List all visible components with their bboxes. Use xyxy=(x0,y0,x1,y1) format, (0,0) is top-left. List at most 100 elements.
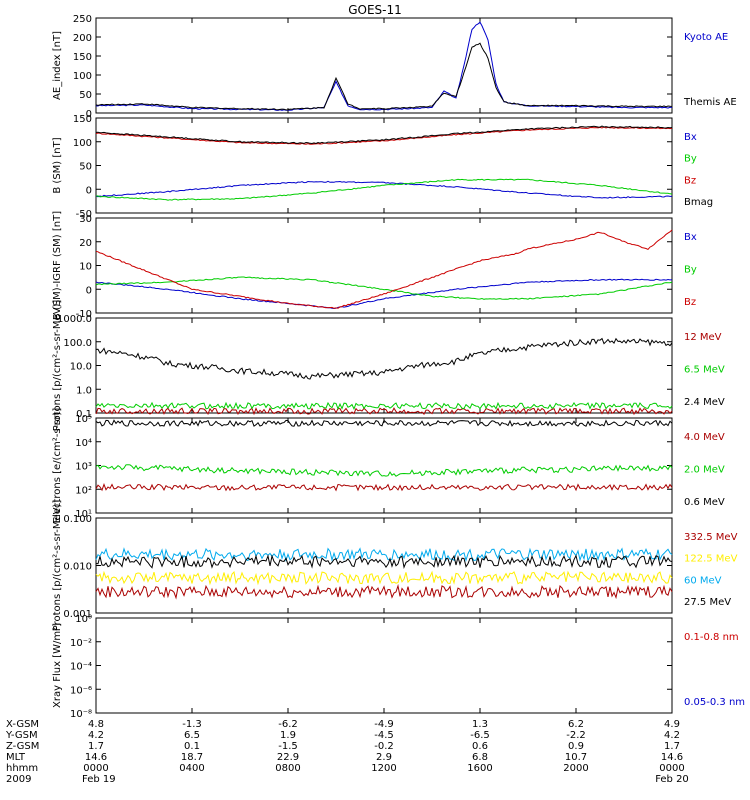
series-line-themis-ae xyxy=(95,42,673,111)
series-line-2-4-mev xyxy=(95,337,673,380)
orbit-value: Feb 20 xyxy=(655,774,689,785)
y-tick-label: 10⁵ xyxy=(75,414,92,425)
orbit-value: Feb 19 xyxy=(82,774,116,785)
orbit-value: 1.7 xyxy=(88,741,104,752)
panel-2-frame xyxy=(95,117,673,214)
orbit-value: -6.2 xyxy=(278,719,298,730)
orbit-value: 1.7 xyxy=(664,741,680,752)
orbit-row-label: Z-GSM xyxy=(6,741,39,752)
panel-1: AE_index [nT] xyxy=(52,17,673,114)
y-tick-label: 0.1 xyxy=(76,409,92,420)
y-axis-label: Protons [p/(cm²-s-sr-MeV)] xyxy=(52,500,63,632)
y-tick-label: 0.100 xyxy=(63,514,92,525)
y-tick-label: 0.010 xyxy=(63,562,92,573)
panel-5: Electrons [e/(cm²-s-sr)] xyxy=(52,408,673,524)
y-tick-label: 10 xyxy=(79,262,92,273)
panel-3: B (SM)-IGRF (SM) [nT] xyxy=(52,211,673,320)
series-line-12-mev xyxy=(95,407,673,416)
y-tick-label: 10⁻² xyxy=(70,638,92,649)
series-line-332-5-mev xyxy=(95,583,673,600)
orbit-value: 1600 xyxy=(467,763,492,774)
orbit-value: -1.5 xyxy=(278,741,298,752)
orbit-value: 18.7 xyxy=(181,752,203,763)
series-line-0-6-mev xyxy=(95,419,673,427)
series-line-27-5-mev xyxy=(95,554,673,569)
panel-2: B (SM) [nT] xyxy=(52,117,673,214)
orbit-row-label: X-GSM xyxy=(6,719,39,730)
series-line-4-0-mev xyxy=(95,482,673,492)
legend-label: 2.4 MeV xyxy=(684,397,725,408)
legend-label: 27.5 MeV xyxy=(684,597,731,608)
legend-label: 60 MeV xyxy=(684,575,722,586)
series-line-6-5-mev xyxy=(95,401,673,411)
panel-4-frame xyxy=(95,317,673,414)
y-tick-label: 10⁰ xyxy=(75,614,92,625)
panel-4: Protons [p/(cm²-s-sr-MeV)] xyxy=(52,300,673,432)
y-tick-label: 20 xyxy=(79,238,92,249)
y-axis-label: AE_index [nT] xyxy=(52,31,63,100)
y-tick-label: 100 xyxy=(73,71,92,82)
orbit-row-label: MLT xyxy=(6,752,26,763)
orbit-row-label: Y-GSM xyxy=(5,730,38,741)
legend-label: 0.1-0.8 nm xyxy=(684,632,739,643)
y-tick-label: -10 xyxy=(76,309,92,320)
orbit-value: 4.2 xyxy=(88,730,104,741)
orbit-row-label: 2009 xyxy=(6,774,31,785)
y-tick-label: 10⁻⁴ xyxy=(70,662,92,673)
orbit-value: 10.7 xyxy=(565,752,587,763)
legend-label: Themis AE xyxy=(683,97,737,108)
legend-label: Bx xyxy=(684,232,697,243)
orbit-value: 6.2 xyxy=(568,719,584,730)
legend-label: 6.5 MeV xyxy=(684,365,725,376)
legend-label: 0.6 MeV xyxy=(684,497,725,508)
legend-label: Kyoto AE xyxy=(684,32,728,43)
orbit-value: 1200 xyxy=(371,763,396,774)
y-tick-label: 150 xyxy=(73,114,92,125)
orbit-value: 2.9 xyxy=(376,752,392,763)
y-tick-label: 100.0 xyxy=(63,338,92,349)
orbit-value: 6.8 xyxy=(472,752,488,763)
orbit-value: 0800 xyxy=(275,763,300,774)
orbit-value: 4.8 xyxy=(88,719,104,730)
y-tick-label: 250 xyxy=(73,14,92,25)
orbit-row-label: hhmm xyxy=(6,763,38,774)
y-axis-label: B (SM)-IGRF (SM) [nT] xyxy=(52,211,63,320)
y-tick-label: 10⁻⁶ xyxy=(70,685,92,696)
orbit-value: 1.3 xyxy=(472,719,488,730)
y-tick-label: -50 xyxy=(76,209,92,220)
y-tick-label: 0 xyxy=(86,285,92,296)
orbit-value: 2000 xyxy=(563,763,588,774)
y-tick-label: 10² xyxy=(75,485,92,496)
y-tick-label: 0 xyxy=(86,109,92,120)
series-line-kyoto-ae xyxy=(95,21,673,111)
y-tick-label: 30 xyxy=(79,214,92,225)
legend-label: 0.05-0.3 nm xyxy=(684,697,745,708)
orbit-value: -1.3 xyxy=(182,719,202,730)
series-line-bx xyxy=(95,278,673,310)
y-tick-label: 10⁴ xyxy=(75,438,92,449)
series-line-122-5-mev xyxy=(95,570,673,586)
y-tick-label: 50 xyxy=(79,162,92,173)
legend-label: By xyxy=(684,154,697,165)
y-tick-label: 0.001 xyxy=(63,609,92,620)
legend-label: By xyxy=(684,265,697,276)
orbit-value: 1.9 xyxy=(280,730,296,741)
legend-label: Bz xyxy=(684,175,696,186)
y-axis-label: Xray Flux [W/m²] xyxy=(52,623,63,708)
legend-label: 2.0 MeV xyxy=(684,465,725,476)
orbit-value: -2.2 xyxy=(566,730,586,741)
y-tick-label: 10¹ xyxy=(75,509,92,520)
legend-label: Bmag xyxy=(684,197,713,208)
panel-6-frame xyxy=(95,517,673,614)
y-axis-label: Protons [p/(cm²-s-sr-MeV)] xyxy=(52,300,63,432)
orbit-value: 0.6 xyxy=(472,741,488,752)
orbit-value: 0000 xyxy=(83,763,108,774)
y-axis-label: Electrons [e/(cm²-s-sr)] xyxy=(52,408,63,524)
orbit-value: 4.9 xyxy=(664,719,680,730)
y-tick-label: 10.0 xyxy=(70,362,92,373)
series-line-bx xyxy=(95,180,672,199)
y-tick-label: 10³ xyxy=(75,462,92,473)
orbit-value: -4.9 xyxy=(374,719,394,730)
legend-label: 332.5 MeV xyxy=(684,532,738,543)
